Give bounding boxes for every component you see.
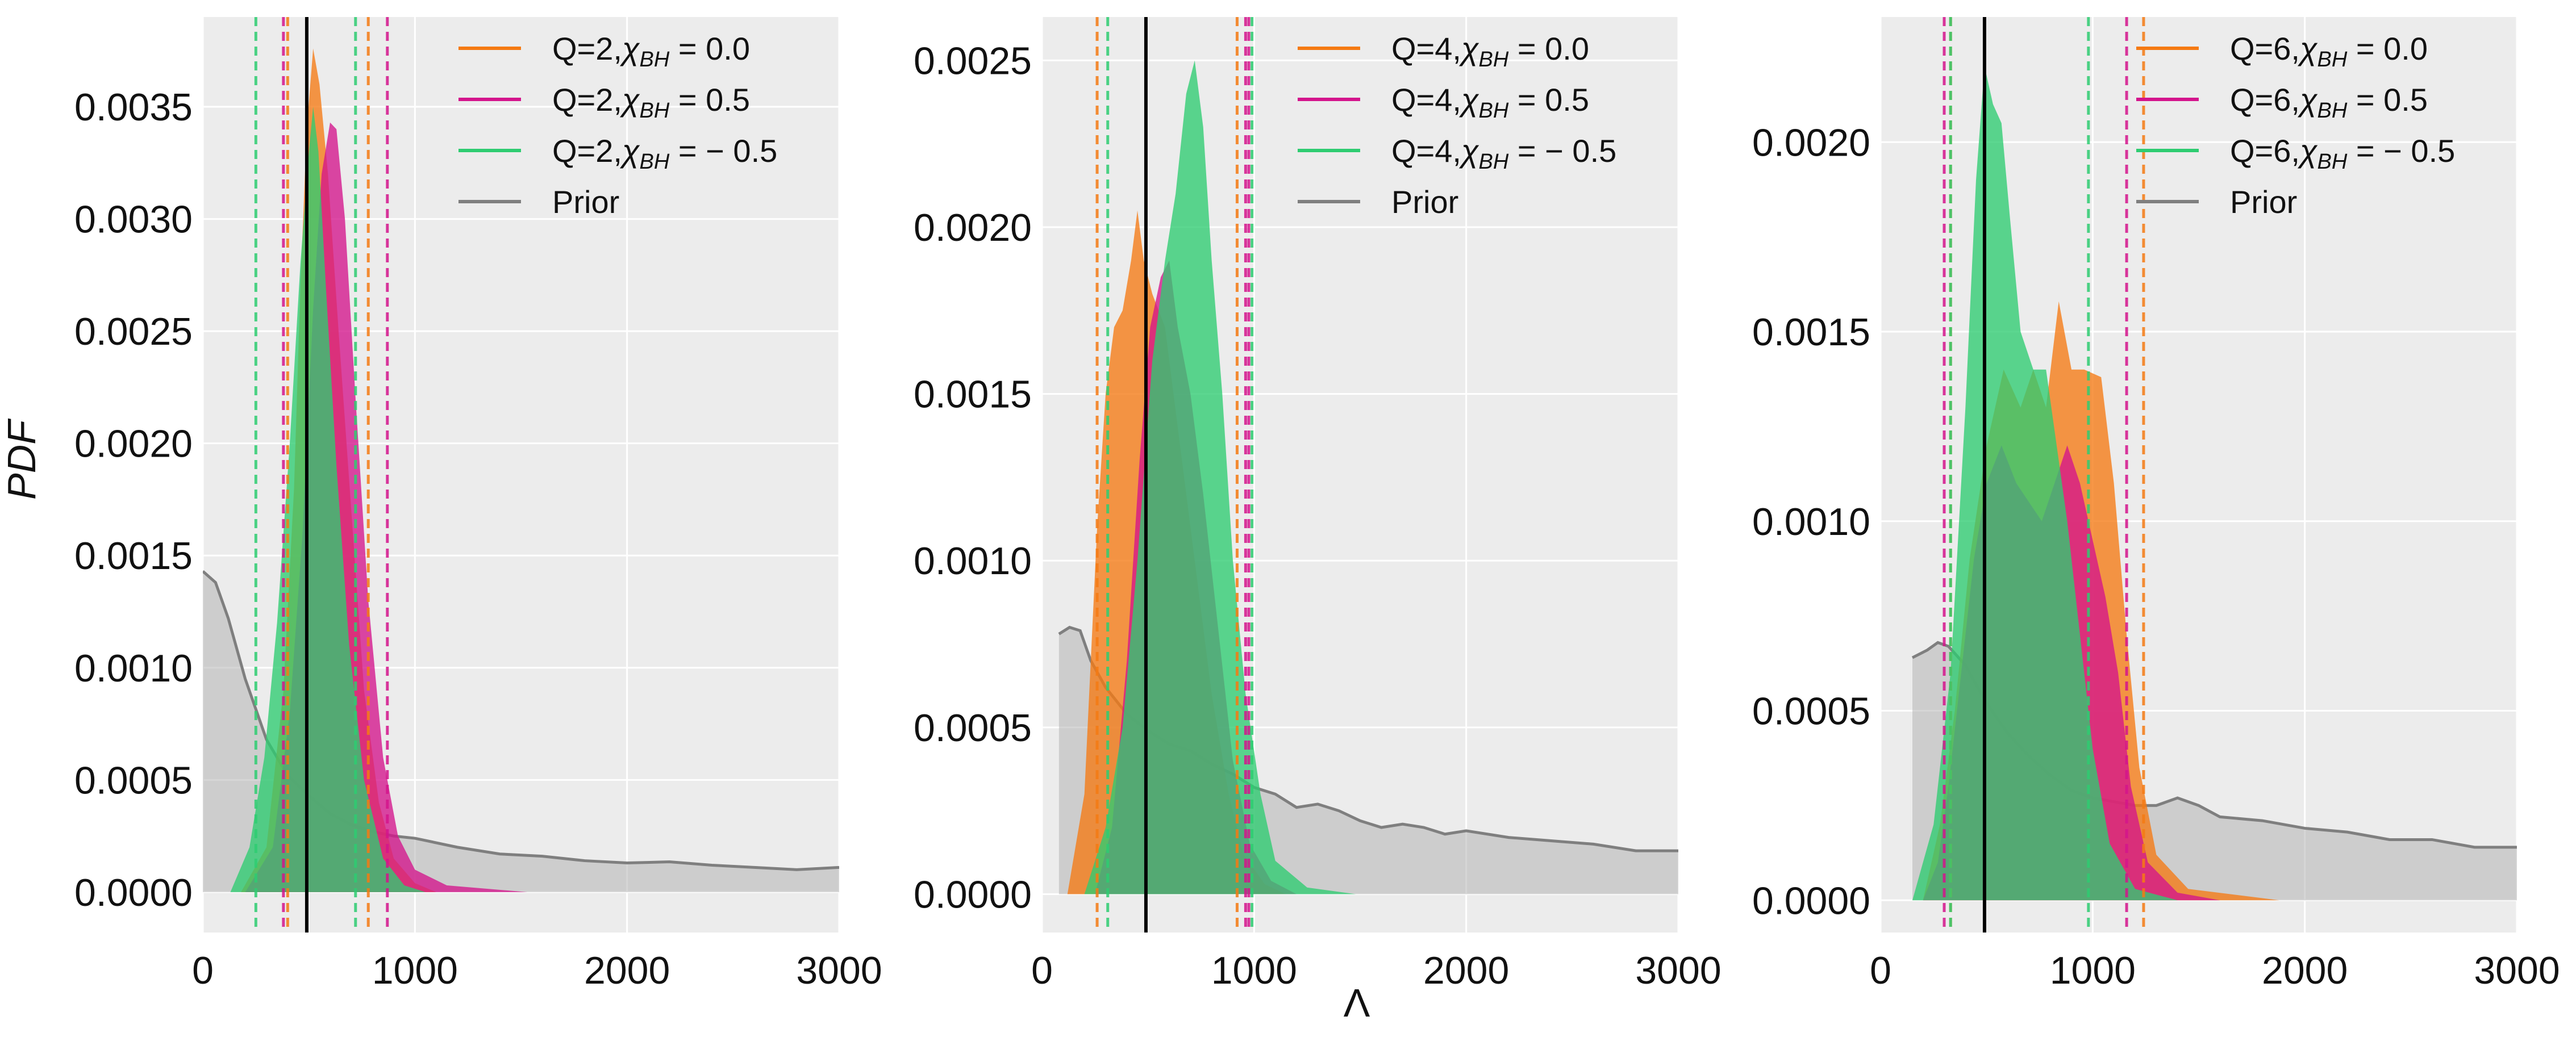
- y-tick-label: 0.0020: [914, 206, 1032, 249]
- y-tick-label: 0.0035: [74, 86, 193, 129]
- panel-1: 0.0000 0.0005 0.0010 0.0015 0.0020 0.0025 0.00…: [74, 17, 882, 992]
- panel-2: 0.0000 0.0005 0.0010 0.0015 0.0020 0.0025 0 100…: [914, 17, 1721, 992]
- posterior-area: [230, 107, 426, 892]
- x-tick-label: 1000: [2050, 949, 2136, 992]
- y-tick-label: 0.0030: [74, 198, 193, 241]
- legend-label: Q=4,χBH = − 0.5: [1391, 133, 1616, 174]
- legend-label: Prior: [1391, 184, 1458, 220]
- legend-label: Q=4,χBH = 0.0: [1391, 31, 1589, 72]
- y-tick-label: 0.0000: [914, 873, 1032, 916]
- y-tick-label: 0.0005: [1752, 690, 1870, 733]
- y-tick-label: 0.0010: [914, 540, 1032, 583]
- legend-label: Q=6,χBH = 0.5: [2230, 82, 2428, 123]
- x-tick-label: 0: [1870, 949, 1891, 992]
- y-tick-label: 0.0010: [1752, 500, 1870, 543]
- x-tick-label: 1000: [1211, 949, 1297, 992]
- legend: Q=2,χBH = 0.0 Q=2,χBH = 0.5 Q=2,χBH = − 0.…: [458, 31, 777, 220]
- y-tick-label: 0.0015: [74, 534, 193, 578]
- x-tick-label: 0: [1031, 949, 1053, 992]
- panel-3: 0.0000 0.0005 0.0010 0.0015 0.0020 0 1000 2000 3…: [1752, 17, 2560, 992]
- x-tick-label: 3000: [2474, 949, 2560, 992]
- y-tick-label: 0.0010: [74, 647, 193, 690]
- y-tick-label: 0.0015: [914, 373, 1032, 416]
- legend-label: Q=6,χBH = − 0.5: [2230, 133, 2455, 174]
- x-tick-label: 3000: [796, 949, 882, 992]
- legend-label: Q=4,χBH = 0.5: [1391, 82, 1589, 123]
- data-layer: [1911, 17, 2517, 933]
- y-tick-label: 0.0000: [1752, 879, 1870, 922]
- y-tick-label: 0.0000: [74, 871, 193, 914]
- x-tick-label: 2000: [1423, 949, 1509, 992]
- legend-label: Prior: [552, 184, 619, 220]
- legend-label: Q=2,χBH = 0.0: [552, 31, 750, 72]
- legend-label: Q=2,χBH = − 0.5: [552, 133, 777, 174]
- prior-line: [203, 570, 839, 871]
- data-layer: [1058, 17, 1678, 933]
- y-axis-label: PDF: [0, 418, 44, 500]
- x-tick-label: 0: [192, 949, 214, 992]
- y-tick-label: 0.0025: [914, 39, 1032, 82]
- y-tick-label: 0.0020: [74, 423, 193, 466]
- data-layer: [203, 17, 839, 933]
- x-axis-label: Λ: [1344, 981, 1370, 1025]
- posterior-area: [1912, 66, 2178, 901]
- posterior-area: [1084, 60, 1356, 894]
- y-tick-label: 0.0020: [1752, 121, 1870, 164]
- x-tick-label: 2000: [584, 949, 670, 992]
- x-tick-label: 2000: [2262, 949, 2348, 992]
- legend: Q=6,χBH = 0.0 Q=6,χBH = 0.5 Q=6,χBH = − 0.…: [2136, 31, 2455, 220]
- legend-label: Prior: [2230, 184, 2297, 220]
- legend: Q=4,χBH = 0.0 Q=4,χBH = 0.5 Q=4,χBH = − 0.…: [1298, 31, 1616, 220]
- legend-label: Q=2,χBH = 0.5: [552, 82, 750, 123]
- y-tick-label: 0.0005: [914, 706, 1032, 750]
- x-tick-label: 1000: [372, 949, 458, 992]
- legend-label: Q=6,χBH = 0.0: [2230, 31, 2428, 72]
- y-tick-label: 0.0015: [1752, 311, 1870, 354]
- x-tick-label: 3000: [1635, 949, 1721, 992]
- y-tick-label: 0.0005: [74, 759, 193, 802]
- y-tick-label: 0.0025: [74, 310, 193, 353]
